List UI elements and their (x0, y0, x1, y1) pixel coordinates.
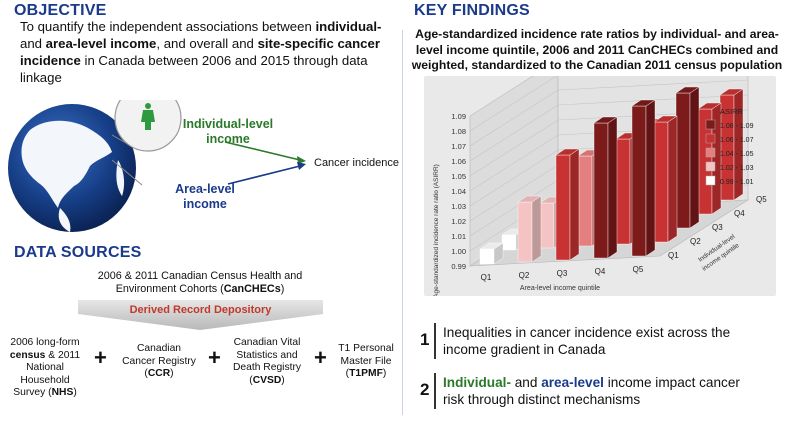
bar (501, 234, 517, 251)
x-axis-label: Area-level income quintile (520, 285, 600, 292)
bar (653, 121, 669, 243)
legend-swatch (705, 133, 716, 144)
bar-side (531, 195, 542, 263)
x-tick-label: Q4 (595, 267, 606, 276)
legend-swatch (705, 161, 716, 172)
source-cvsd: Canadian Vital Statistics and Death Regi… (232, 337, 302, 386)
x-tick-label: Q5 (633, 265, 644, 274)
bar (593, 122, 609, 259)
source-t1pmf: T1 Personal Master File (T1PMF) (338, 343, 394, 379)
y-tick-label: 0.99 (451, 262, 466, 271)
finding-number: 2 (420, 380, 430, 399)
y-tick-label: 1.03 (451, 202, 466, 211)
column-divider (402, 30, 403, 415)
legend-swatch (705, 147, 716, 158)
legend-swatch (705, 119, 716, 130)
bar-top (653, 115, 678, 123)
bar-top (719, 88, 744, 96)
y-tick-label: 1.02 (451, 217, 466, 226)
plus-sign: + (94, 345, 107, 370)
y-tick-label: 1.00 (451, 247, 466, 256)
plus-sign: + (208, 345, 221, 370)
y-tick-label: 1.09 (451, 112, 466, 121)
finding-2-text: Individual- and area-level income impact… (443, 375, 740, 407)
bar-top (517, 195, 542, 203)
bar (577, 155, 593, 247)
individual-income-label: Individual-level income (182, 117, 274, 146)
finding-1-text: Inequalities in cancer incidence exist a… (443, 325, 731, 357)
bar-side (645, 99, 656, 257)
z-tick-label: Q4 (734, 209, 745, 218)
legend-label: 1.02 - 1.03 (720, 165, 754, 172)
bar-top (631, 99, 656, 107)
finding-bar (434, 373, 436, 409)
bar-side (689, 86, 700, 229)
legend-label: 1.06 - 1.07 (720, 137, 754, 144)
bar (615, 138, 631, 245)
bar-top (697, 102, 722, 110)
y-axis-label: Age-standardized incidence rate ratio (A… (433, 164, 440, 296)
bar-top (593, 116, 618, 124)
bar-chart-3d: 0.99 1.00 1.01 1.02 1.03 1.04 1.05 1.06 1.07 1.08… (433, 49, 767, 298)
source-census: 2006 long-form census & 2011 National Ho… (9, 337, 81, 398)
chart-panel: 0.99 1.00 1.01 1.02 1.03 1.04 1.05 1.06 1.07 1.08… (424, 49, 776, 298)
globe-icon (8, 104, 136, 232)
bar-top (675, 86, 700, 94)
cohort-label: 2006 & 2011 Canadian Census Health and E… (97, 270, 303, 295)
person-icon (141, 103, 155, 130)
bar (479, 248, 495, 265)
depository-label: Derived Record Depository (129, 304, 272, 316)
z-tick-label: Q1 (668, 251, 679, 260)
chart-title: Age-standardized incidence rate ratios b… (411, 27, 783, 72)
finding-bar (434, 323, 436, 359)
bar (517, 201, 533, 263)
bar-top (479, 242, 504, 250)
legend-label: 1.08 - 1.09 (720, 123, 754, 130)
legend-title: ASIRR (720, 107, 744, 116)
cancer-incidence-label: Cancer incidence (314, 157, 399, 169)
bar (631, 105, 647, 257)
z-tick-label: Q2 (690, 237, 701, 246)
individual-arrow (224, 141, 301, 161)
bar (555, 154, 571, 261)
y-tick-label: 1.06 (451, 157, 466, 166)
bar-side (667, 115, 678, 243)
x-tick-label: Q1 (481, 273, 492, 282)
z-tick-label: Q3 (712, 223, 723, 232)
z-tick-label: Q5 (756, 195, 767, 204)
plus-sign: + (314, 345, 327, 370)
bar-side (607, 116, 618, 259)
key-findings-heading: KEY FINDINGS (414, 2, 530, 19)
legend-label: 0.99 - 1.01 (720, 179, 754, 186)
finding-number: 1 (420, 330, 430, 349)
y-tick-label: 1.07 (451, 142, 466, 151)
x-tick-label: Q2 (519, 271, 530, 280)
x-tick-label: Q3 (557, 269, 568, 278)
bar-top (555, 148, 580, 156)
y-tick-label: 1.08 (451, 127, 466, 136)
y-tick-label: 1.01 (451, 232, 466, 241)
legend-label: 1.04 - 1.05 (720, 151, 754, 158)
legend-swatch (705, 175, 716, 186)
bar-side (569, 148, 580, 261)
objective-text: To quantify the independent associations… (20, 19, 382, 85)
area-arrow (227, 165, 301, 185)
objective-heading: OBJECTIVE (14, 2, 107, 19)
y-tick-label: 1.04 (451, 187, 466, 196)
gridline (469, 79, 749, 147)
globe-diagram (8, 100, 306, 232)
data-sources-heading: DATA SOURCES (14, 244, 142, 261)
bar (675, 92, 691, 229)
bar-side (711, 102, 722, 215)
y-tick-label: 1.05 (451, 172, 466, 181)
depository-arrow (78, 300, 323, 330)
area-income-label: Area-level income (175, 182, 235, 211)
bar (539, 202, 555, 249)
source-ccr: Canadian Cancer Registry (CCR) (122, 343, 196, 379)
